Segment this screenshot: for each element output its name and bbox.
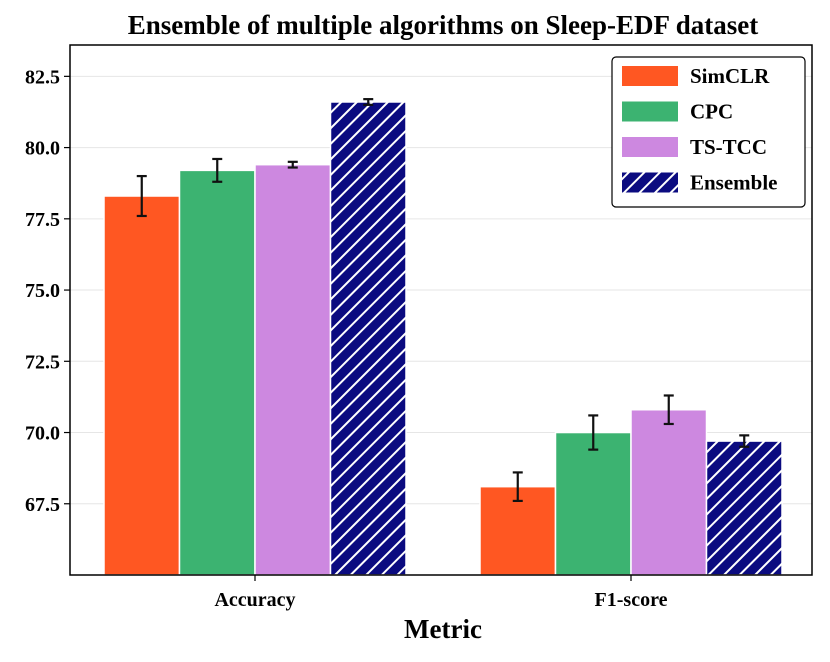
- legend-label-simclr: SimCLR: [690, 64, 770, 88]
- error-bars: [136, 98, 750, 503]
- x-tick-label: Accuracy: [214, 589, 295, 611]
- bar-ensemble-f1-score: [705, 440, 783, 576]
- y-tick-label: 67.5: [25, 494, 60, 516]
- bars: [103, 101, 783, 576]
- y-tick-label: 72.5: [25, 351, 60, 373]
- bar-ts-tcc-f1-score: [630, 408, 708, 576]
- bar-cpc-accuracy: [178, 169, 256, 576]
- legend[interactable]: SimCLR CPC TS-TCC Ensemble: [611, 56, 806, 208]
- bar-ts-tcc-accuracy: [254, 163, 332, 576]
- legend-label-cpc: CPC: [690, 100, 733, 124]
- y-axis-ticks: 67.5 70.0 72.5 75.0 77.5 80.0 82.5: [25, 66, 70, 516]
- y-tick-label: 75.0: [25, 280, 60, 302]
- y-tick-label: 77.5: [25, 209, 60, 231]
- legend-swatch-ensemble: [622, 172, 678, 193]
- legend-swatch-ts-tcc: [622, 137, 678, 157]
- x-axis-ticks: Accuracy F1-score: [214, 575, 668, 611]
- y-tick-label: 70.0: [25, 423, 60, 445]
- legend-label-ts-tcc: TS-TCC: [690, 135, 767, 159]
- chart-title: Ensemble of multiple algorithms on Sleep…: [128, 10, 759, 40]
- legend-swatch-cpc: [622, 101, 678, 122]
- x-tick-label: F1-score: [595, 589, 668, 611]
- legend-box: [611, 56, 806, 208]
- bar-ensemble-accuracy: [329, 101, 407, 576]
- plot-frame: [69, 44, 813, 576]
- bar-simclr-accuracy: [103, 195, 181, 576]
- bar-cpc-f1-score: [554, 431, 632, 576]
- legend-label-ensemble: Ensemble: [690, 171, 778, 195]
- y-tick-label: 82.5: [25, 66, 60, 88]
- legend-swatch-simclr: [622, 66, 678, 86]
- y-tick-label: 80.0: [25, 138, 60, 160]
- x-axis-label: Metric: [404, 614, 482, 644]
